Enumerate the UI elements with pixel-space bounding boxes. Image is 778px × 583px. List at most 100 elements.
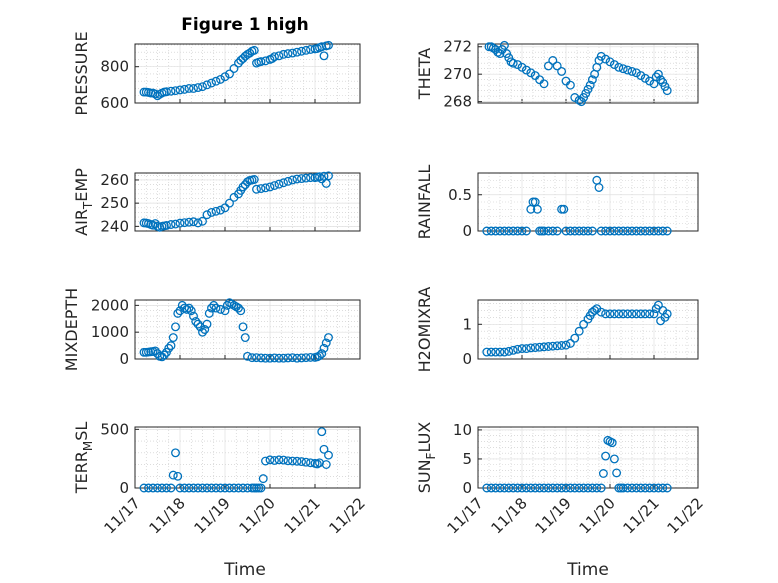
- data-point: [202, 319, 212, 329]
- data-point: [517, 226, 527, 236]
- data-point: [198, 327, 207, 337]
- data-point: [180, 84, 189, 94]
- data-point: [594, 183, 604, 192]
- data-point: [168, 470, 178, 480]
- data-point: [548, 226, 558, 236]
- data-point: [288, 175, 297, 185]
- data-point: [574, 95, 584, 105]
- data-point: [198, 82, 207, 92]
- data-point: [270, 52, 279, 62]
- data-point: [315, 351, 324, 361]
- data-point: [618, 226, 628, 236]
- data-point: [486, 42, 496, 52]
- data-point: [596, 483, 606, 493]
- axes-frame: [477, 299, 699, 360]
- data-point: [234, 303, 243, 313]
- data-point: [148, 483, 158, 493]
- data-point: [324, 450, 333, 460]
- data-point: [565, 338, 575, 348]
- data-point: [499, 226, 509, 236]
- data-point: [486, 347, 496, 357]
- data-point: [238, 483, 248, 493]
- data-point: [601, 226, 611, 236]
- data-point: [319, 51, 329, 61]
- axes-frame: [477, 43, 699, 104]
- data-point: [640, 483, 650, 493]
- data-point: [631, 483, 641, 493]
- y-tick-label: 5: [462, 450, 472, 468]
- data-point: [590, 305, 600, 315]
- data-point: [574, 326, 584, 336]
- data-point: [605, 226, 615, 236]
- data-point: [561, 340, 571, 350]
- data-point: [283, 176, 293, 186]
- data-point: [504, 346, 514, 356]
- data-point: [583, 483, 593, 493]
- data-point: [279, 49, 288, 59]
- data-point: [168, 333, 178, 342]
- data-point: [238, 322, 248, 332]
- x-tick-label: 11/21: [281, 494, 324, 537]
- data-point: [482, 347, 492, 357]
- data-point: [175, 483, 185, 493]
- data-point: [508, 226, 518, 236]
- data-point: [283, 49, 293, 59]
- data-point: [592, 483, 602, 493]
- data-point: [513, 60, 523, 70]
- data-point: [662, 309, 672, 319]
- data-point: [601, 309, 611, 319]
- data-point: [189, 311, 198, 321]
- data-point: [499, 347, 509, 357]
- data-point: [645, 483, 655, 493]
- data-point: [175, 306, 185, 316]
- data-point: [180, 483, 189, 493]
- y-axis-label: RAINFALL: [415, 165, 434, 240]
- data-point: [570, 226, 580, 236]
- data-point: [570, 333, 580, 343]
- data-point: [216, 304, 225, 314]
- data-point: [292, 353, 302, 363]
- data-point: [202, 210, 212, 220]
- data-point: [649, 226, 659, 236]
- data-point: [548, 341, 558, 351]
- data-point: [486, 226, 496, 236]
- data-point: [601, 451, 611, 461]
- data-point: [508, 345, 518, 355]
- data-point: [561, 226, 571, 236]
- panel-air_temp: 240 250 260 AIRTEMP: [72, 168, 361, 236]
- data-point: [265, 182, 275, 192]
- data-point: [601, 54, 611, 64]
- data-point: [225, 298, 234, 308]
- data-point: [164, 343, 174, 353]
- data-point: [645, 309, 655, 319]
- data-point: [636, 226, 646, 236]
- data-point: [184, 217, 194, 227]
- data-point: [495, 483, 505, 493]
- y-tick-label: 270: [443, 65, 472, 83]
- data-point: [579, 483, 589, 493]
- data-point: [526, 483, 536, 493]
- data-point: [559, 204, 569, 214]
- data-point: [552, 226, 562, 236]
- data-point: [321, 338, 331, 348]
- data-point: [321, 460, 331, 469]
- data-point: [585, 80, 595, 90]
- data-point: [306, 44, 315, 54]
- data-point: [279, 455, 288, 465]
- data-point: [306, 352, 315, 362]
- data-point: [256, 483, 266, 493]
- data-point: [211, 303, 221, 313]
- data-point: [570, 483, 580, 493]
- data-point: [482, 226, 492, 236]
- data-point: [180, 218, 189, 228]
- data-point: [645, 226, 655, 236]
- data-point: [249, 45, 259, 55]
- data-point: [200, 325, 210, 334]
- data-point: [526, 343, 536, 353]
- data-point: [482, 483, 492, 493]
- data-point: [184, 483, 194, 493]
- data-point: [283, 353, 293, 363]
- data-point: [220, 203, 230, 213]
- data-point: [596, 307, 606, 317]
- y-axis-label: PRESSURE: [72, 31, 91, 115]
